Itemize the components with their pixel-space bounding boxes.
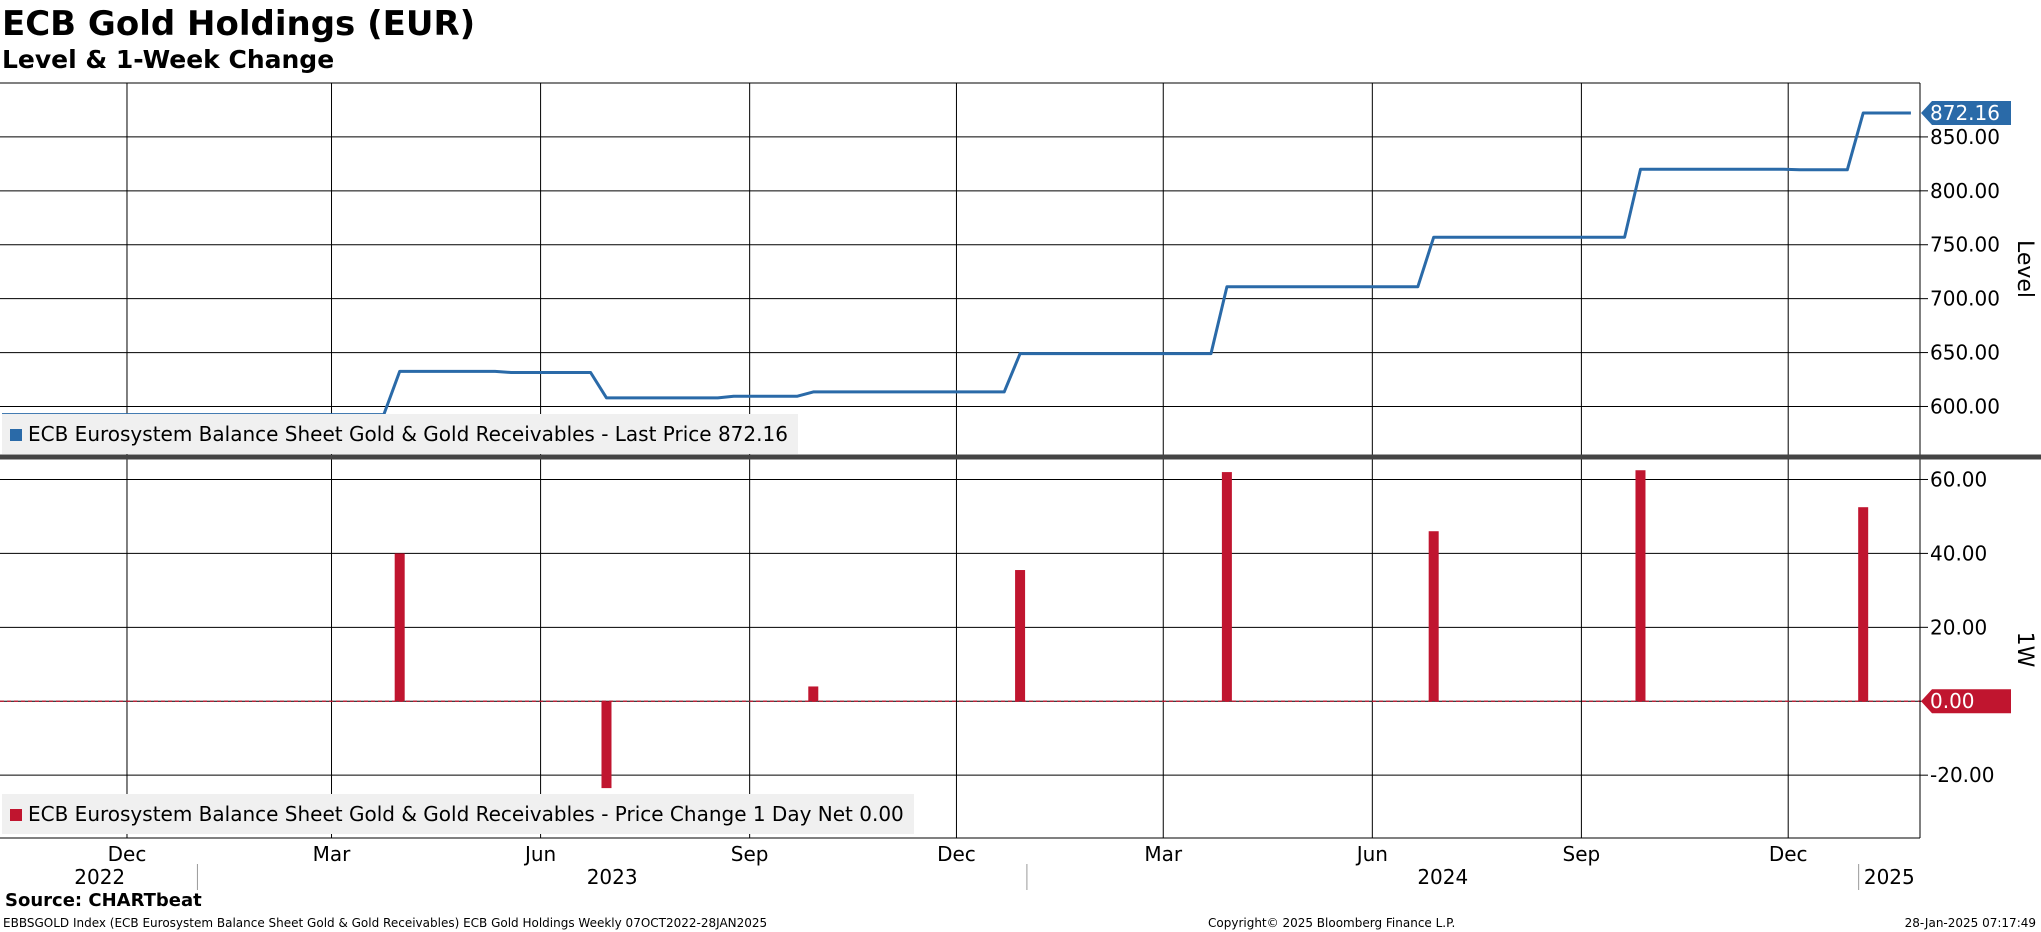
chart-subtitle: Level & 1-Week Change [2, 45, 335, 74]
change-bar [1858, 507, 1869, 702]
y-tick-label: 700.00 [1930, 287, 2000, 311]
x-year-label: 2023 [587, 865, 638, 889]
chart-title: ECB Gold Holdings (EUR) [2, 4, 476, 44]
x-tick-label: Jun [1355, 842, 1388, 866]
x-tick-label: Sep [731, 842, 769, 866]
source-note: Source: CHARTbeat [5, 890, 202, 911]
y-tick-label: 60.00 [1930, 467, 1987, 491]
legend-swatch-level [10, 429, 22, 441]
x-tick-label: Mar [313, 842, 352, 866]
change-bar [1015, 570, 1026, 702]
x-tick-label: Dec [937, 842, 976, 866]
last-value-label: 872.16 [1930, 101, 2000, 125]
x-tick-label: Dec [1769, 842, 1808, 866]
last-value-label: 0.00 [1930, 689, 1975, 713]
change-bar [601, 701, 612, 789]
change-bar [1221, 472, 1232, 702]
x-tick-label: Dec [108, 842, 147, 866]
y-axis-title: Level [2012, 240, 2037, 298]
x-tick-label: Sep [1563, 842, 1601, 866]
footer-timestamp: 28-Jan-2025 07:17:49 [1904, 916, 2036, 930]
series-marks [2, 111, 1911, 789]
change-bar [1635, 470, 1646, 702]
legend-change-text: ECB Eurosystem Balance Sheet Gold & Gold… [28, 802, 904, 826]
change-bar [808, 686, 819, 702]
x-year-label: 2024 [1417, 865, 1468, 889]
legend-swatch-change [10, 809, 22, 821]
legend-level: ECB Eurosystem Balance Sheet Gold & Gold… [2, 414, 798, 454]
y-tick-label: 600.00 [1930, 394, 2000, 418]
x-tick-label: Mar [1144, 842, 1183, 866]
y-tick-label: 800.00 [1930, 179, 2000, 203]
y-tick-label: 850.00 [1930, 125, 2000, 149]
change-bar [1428, 531, 1439, 702]
y-tick-label: 20.00 [1930, 615, 1987, 639]
level-series-line [2, 111, 1911, 417]
footer-copyright: Copyright© 2025 Bloomberg Finance L.P. [1208, 916, 1456, 930]
y-tick-label: 40.00 [1930, 541, 1987, 565]
y-tick-label: 650.00 [1930, 341, 2000, 365]
last-value-tag [1921, 689, 2011, 714]
change-bar [394, 553, 405, 702]
y-tick-label: -20.00 [1930, 763, 1994, 787]
legend-change: ECB Eurosystem Balance Sheet Gold & Gold… [2, 794, 914, 834]
x-tick-label: Jun [523, 842, 556, 866]
x-year-label: 2022 [74, 865, 125, 889]
y-axis-title: 1W [2012, 632, 2037, 668]
gridlines [0, 82, 1920, 838]
y-tick-label: 750.00 [1930, 233, 2000, 257]
x-year-label: 2025 [1864, 865, 1915, 889]
last-value-tag [1921, 101, 2011, 126]
legend-level-text: ECB Eurosystem Balance Sheet Gold & Gold… [28, 422, 788, 446]
footer-description: EBBSGOLD Index (ECB Eurosystem Balance S… [3, 916, 768, 930]
